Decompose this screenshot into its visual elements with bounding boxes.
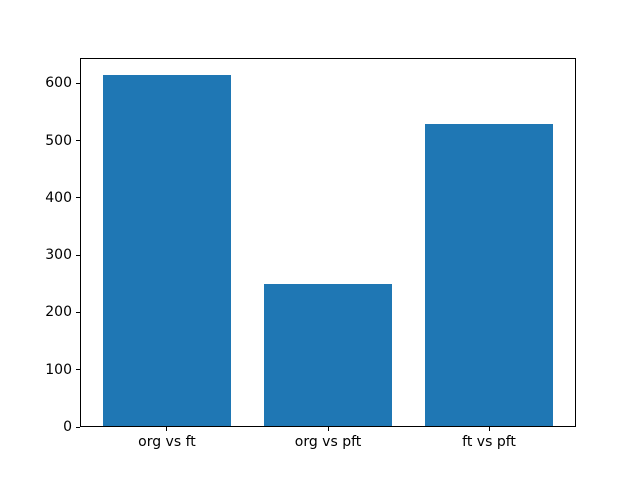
y-tick-label: 300 <box>45 247 72 264</box>
y-tick-mark <box>76 311 80 313</box>
bar-org-vs-pft <box>263 284 393 426</box>
y-tick-label: 500 <box>45 132 72 149</box>
y-tick-mark <box>76 82 80 84</box>
y-tick-mark <box>76 426 80 428</box>
x-tick-mark <box>327 427 329 431</box>
y-tick-label: 400 <box>45 189 72 206</box>
y-tick-mark <box>76 140 80 141</box>
y-tick-mark <box>76 197 80 199</box>
x-tick-label-org-vs-pft: org vs pft <box>294 434 362 450</box>
bar-ft-vs-pft <box>424 124 554 426</box>
plot-area <box>80 58 576 427</box>
y-tick-label: 100 <box>45 361 72 378</box>
y-tick-mark <box>76 254 80 256</box>
bar-org-vs-ft <box>102 74 232 426</box>
x-tick-label-org-vs-ft: org vs ft <box>138 434 196 450</box>
x-tick-mark <box>488 427 490 431</box>
y-tick-label: 0 <box>63 419 72 435</box>
x-tick-mark <box>166 427 168 431</box>
y-tick-mark <box>76 369 80 371</box>
y-tick-label: 600 <box>45 75 72 92</box>
y-tick-label: 200 <box>45 304 72 321</box>
x-tick-label-ft-vs-pft: ft vs pft <box>462 434 516 450</box>
